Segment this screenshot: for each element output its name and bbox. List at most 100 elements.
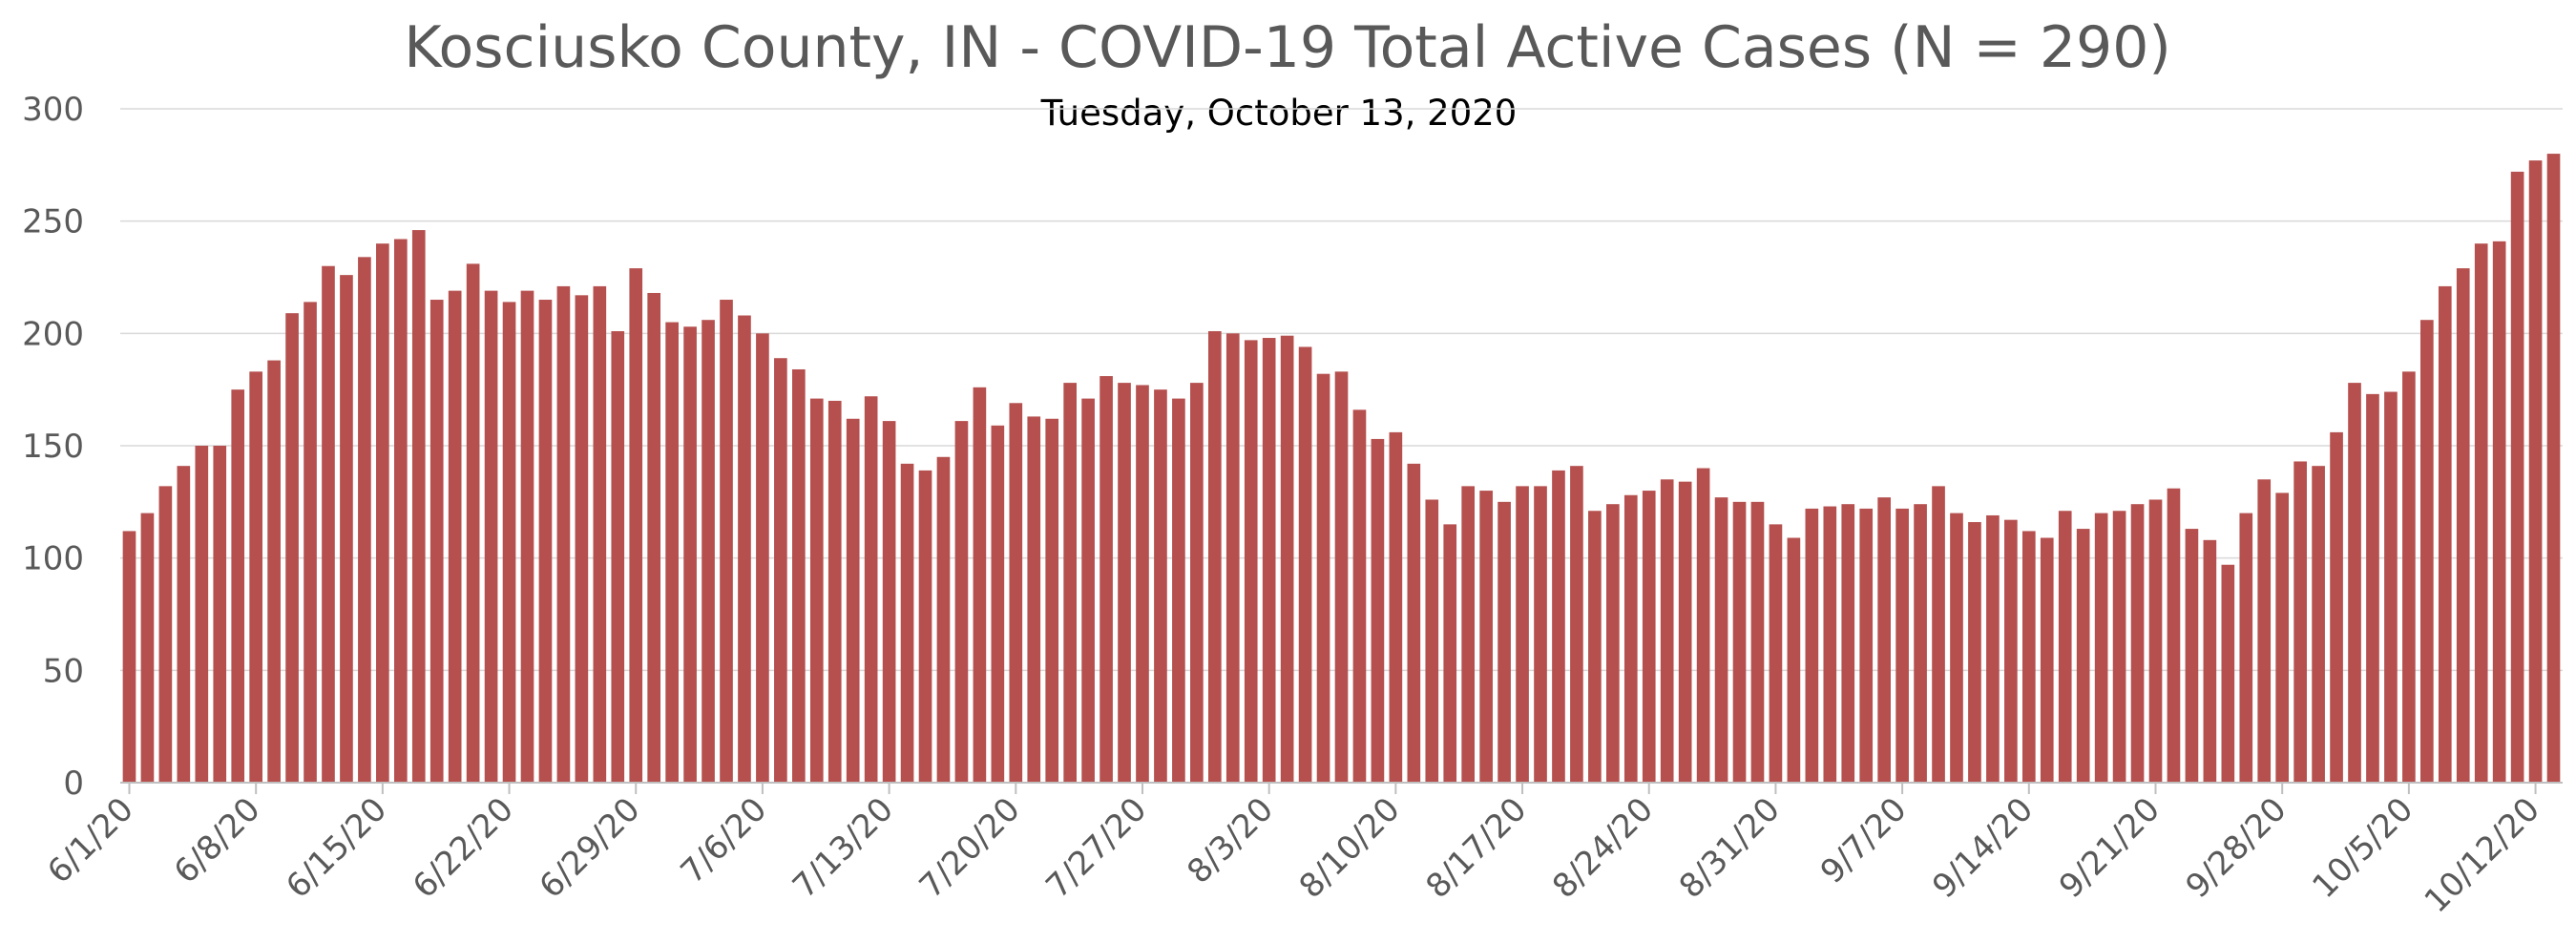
- bar: [1787, 537, 1801, 783]
- bar: [792, 368, 806, 783]
- bar: [195, 446, 209, 783]
- x-tick-label: 6/22/20: [406, 790, 521, 906]
- bar: [1045, 418, 1059, 783]
- bar: [556, 285, 571, 783]
- bar: [267, 360, 281, 783]
- bar: [1732, 501, 1747, 783]
- bar: [683, 326, 697, 783]
- x-tick-label: 7/6/20: [674, 790, 775, 891]
- bar: [484, 290, 498, 783]
- bar: [2076, 529, 2090, 783]
- bar: [1841, 504, 1855, 783]
- x-tick-label: 9/21/20: [2052, 790, 2168, 906]
- bar: [304, 302, 317, 783]
- bar: [2239, 513, 2253, 783]
- x-tick-label: 8/10/20: [1292, 790, 1408, 906]
- chart-title: Kosciusko County, IN - COVID-19 Total Ac…: [404, 14, 2171, 81]
- x-tick-label: 7/20/20: [912, 790, 1028, 906]
- bar: [411, 230, 426, 783]
- bar: [1588, 511, 1602, 783]
- bar: [2275, 492, 2290, 783]
- x-tick-label: 6/29/20: [533, 790, 648, 906]
- bar: [2021, 531, 2036, 783]
- bar: [1750, 501, 1765, 783]
- bar: [1660, 479, 1674, 783]
- y-tick-label: 250: [22, 203, 84, 241]
- bar: [1407, 463, 1421, 783]
- bar: [1154, 389, 1167, 783]
- bar: [2402, 371, 2416, 783]
- bar: [1461, 486, 1476, 783]
- bar: [502, 302, 516, 783]
- bar: [2492, 241, 2506, 784]
- bar: [1968, 522, 1981, 783]
- x-tick-label: 9/7/20: [1813, 790, 1915, 891]
- bar: [1334, 371, 1349, 783]
- y-tick-label: 200: [22, 315, 84, 353]
- bar: [2004, 519, 2018, 783]
- bar: [593, 285, 607, 783]
- y-axis-ticks: 0 50 100 150 200 250 300: [22, 91, 84, 803]
- bar: [1063, 383, 1077, 783]
- bar: [1678, 481, 1692, 783]
- bar: [1118, 383, 1131, 783]
- x-axis-ticks: 6/1/20 6/8/20 6/15/20 6/22/20 6/29/20 7/6/20 7…: [40, 783, 2547, 920]
- bar: [900, 463, 914, 783]
- bar: [1877, 497, 1891, 783]
- bar: [2094, 513, 2108, 783]
- bar: [1570, 466, 1583, 783]
- bar: [1389, 431, 1403, 783]
- bar: [611, 330, 625, 783]
- x-tick-label: 6/15/20: [279, 790, 394, 906]
- bar: [991, 425, 1005, 783]
- bar: [448, 290, 462, 783]
- bar: [2130, 504, 2145, 783]
- bar: [827, 400, 842, 783]
- bar: [1443, 524, 1457, 783]
- bar: [2312, 466, 2325, 783]
- bar: [358, 257, 371, 783]
- bar: [429, 300, 444, 783]
- bar: [1190, 383, 1204, 783]
- bar: [1714, 497, 1728, 783]
- bar: [738, 315, 751, 783]
- bar: [1534, 486, 1547, 783]
- bar: [1623, 494, 1638, 783]
- bar: [2221, 564, 2235, 783]
- bar: [2330, 431, 2343, 783]
- bar: [1479, 491, 1493, 783]
- bar: [2438, 285, 2452, 783]
- bar: [1497, 501, 1511, 783]
- x-tick-label: 8/24/20: [1545, 790, 1661, 906]
- bar: [1805, 508, 1819, 783]
- bar: [1914, 504, 1927, 783]
- bars: [122, 154, 2561, 784]
- bar: [1316, 373, 1330, 783]
- bar: [936, 456, 951, 783]
- bar: [575, 295, 589, 783]
- bar: [774, 358, 787, 783]
- bar: [647, 292, 661, 784]
- bar: [340, 275, 353, 783]
- bar: [1950, 513, 1963, 783]
- bar: [1371, 438, 1385, 783]
- bar: [1769, 524, 1783, 783]
- bar: [2384, 391, 2398, 783]
- bar: [629, 268, 643, 784]
- bar: [1895, 508, 1909, 783]
- bar: [1552, 470, 1565, 783]
- x-tick-label: 6/1/20: [40, 790, 141, 891]
- x-tick-label: 8/17/20: [1418, 790, 1534, 906]
- bar: [2420, 320, 2434, 783]
- bar: [1425, 499, 1439, 783]
- bar: [1136, 385, 1149, 783]
- x-tick-label: 8/31/20: [1672, 790, 1788, 906]
- bar: [538, 300, 553, 783]
- x-tick-label: 6/8/20: [167, 790, 268, 891]
- bar: [720, 300, 733, 783]
- bar: [756, 333, 769, 783]
- bar: [122, 531, 136, 783]
- bar: [1225, 333, 1240, 783]
